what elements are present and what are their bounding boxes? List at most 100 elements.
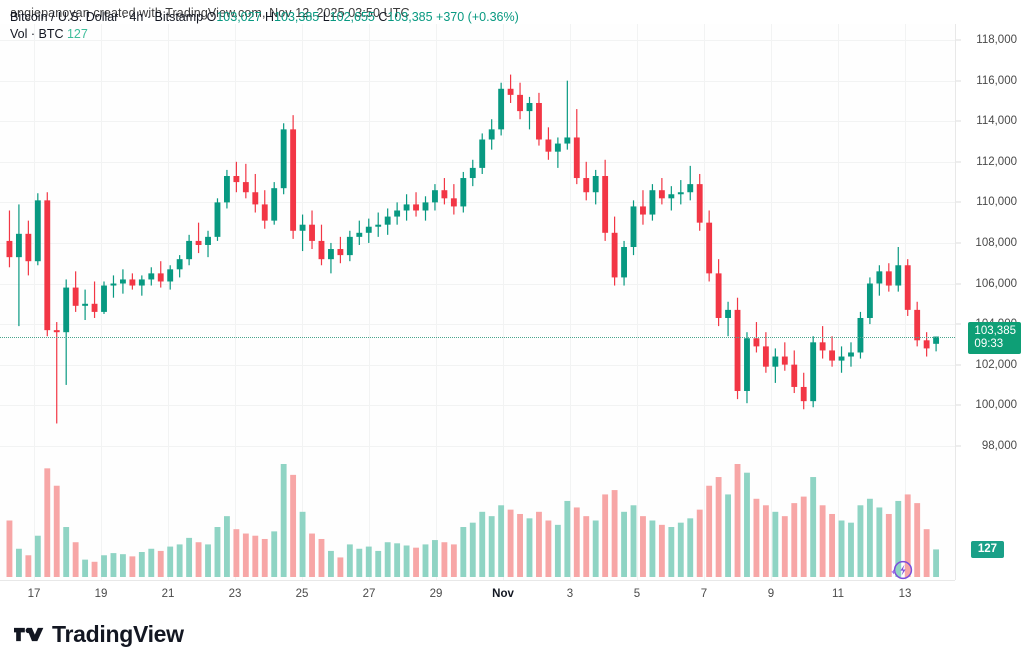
candle-body [346,236,353,256]
candle-body [403,204,410,211]
gridline-horizontal [0,324,955,326]
price-axis[interactable]: 118,000 116,000 114,000 112,000 110,000 108,0… [955,24,1024,580]
high-value: 103,385 [274,10,320,24]
gridline-horizontal [0,242,955,244]
volume-bar [829,513,836,577]
candle-wick [56,322,58,424]
candle-body [687,184,694,193]
candle-wick [557,137,559,168]
price-axis-label: 118,000 [976,34,1017,47]
volume-bar [933,549,940,577]
price-axis-label: 112,000 [976,155,1017,168]
volume-bar [186,537,193,577]
candle-body [91,303,98,312]
candle-body [290,129,297,231]
volume-bar [762,505,769,577]
candle-body [677,192,684,195]
volume-bar [810,477,817,577]
price-axis-tick [956,80,961,82]
volume-bar [885,513,892,577]
symbol-title[interactable]: Bitcoin / U.S. Dollar · 4h · Bitstamp [10,10,204,24]
candle-body [848,352,854,357]
attribution-text: angiepanoyan created with TradingView.co… [10,6,410,20]
volume-bar [214,527,221,577]
ai-spark-icon[interactable] [888,558,914,584]
candle-body [640,206,646,215]
candle-body [422,202,429,211]
gridline-horizontal [0,283,955,285]
tradingview-logo[interactable]: TradingView [14,621,184,648]
volume-bar [772,511,779,577]
volume-bar [507,509,514,577]
candle-body [280,129,287,189]
candle-body [715,273,722,318]
volume-bar [318,538,325,577]
candle-body [810,342,817,402]
volume-bar [800,496,807,577]
candle-body [536,102,542,140]
price-axis-label: 108,000 [975,236,1017,249]
gridline-vertical [704,24,705,580]
tradingview-wordmark: TradingView [52,621,184,647]
volume-series [6,464,940,577]
volume-bar [583,516,590,577]
candle-body [375,224,382,227]
current-price-time: 09:33 [974,337,1004,350]
price-axis-label: 114,000 [976,115,1017,128]
candle-body [176,259,183,270]
gridline-vertical [637,24,638,580]
gridline-horizontal [0,202,955,204]
volume-bar [592,520,599,577]
low-value: 102,655 [329,10,375,24]
volume-bar [110,553,117,577]
time-axis-label: 17 [27,588,41,600]
candle-body [138,279,145,286]
candle-body [157,273,164,282]
price-axis-tick [956,445,961,447]
candle-wick [727,301,729,337]
current-price-badge[interactable]: 103,385 09:33 [968,321,1021,354]
volume-bar [346,544,353,577]
volume-bar [545,520,552,577]
volume-bar [677,522,684,577]
volume-bar [271,531,278,577]
current-price-line [0,336,955,338]
time-axis[interactable]: 17 19 21 23 25 27 29 Nov 3 5 7 9 11 13 [0,580,955,609]
price-axis-label: 116,000 [976,74,1017,87]
candle-wick [197,222,200,254]
volume-bar [356,548,363,577]
volume-bar [224,516,230,577]
candle-body [819,342,826,351]
gridline-horizontal [0,445,955,447]
legend-row-ohlc: Bitcoin / U.S. Dollar · 4h · Bitstamp O1… [10,9,519,25]
candle-body [564,137,571,144]
chart-canvas[interactable] [0,24,955,580]
candle-body [460,178,467,207]
time-axis-label: 3 [566,588,574,600]
candle-body [904,265,911,310]
legend-row-volume: Vol · BTC 127 [10,26,519,42]
volume-bar [167,546,174,577]
gridline-vertical [34,24,35,580]
volume-bar [6,520,13,577]
gridline-horizontal [0,405,955,407]
volume-bar [119,554,126,577]
time-axis-label: 11 [832,588,844,600]
volume-bar [460,527,467,577]
candle-body [829,350,836,361]
candle-body [573,137,580,179]
price-axis-tick [956,404,961,406]
candle-body [441,190,448,199]
price-axis-tick [956,323,961,325]
chart-legend: Bitcoin / U.S. Dollar · 4h · Bitstamp O1… [10,9,519,42]
volume-bar [53,485,60,577]
candle-body [526,102,533,112]
candle-wick [245,163,247,199]
volume-bar [252,535,259,577]
volume-bar [328,550,334,577]
volume-bar [195,542,202,577]
current-volume-badge[interactable]: 127 [970,541,1004,559]
candle-body [621,247,627,278]
volume-bar [280,464,287,577]
volume-bar [261,538,268,577]
